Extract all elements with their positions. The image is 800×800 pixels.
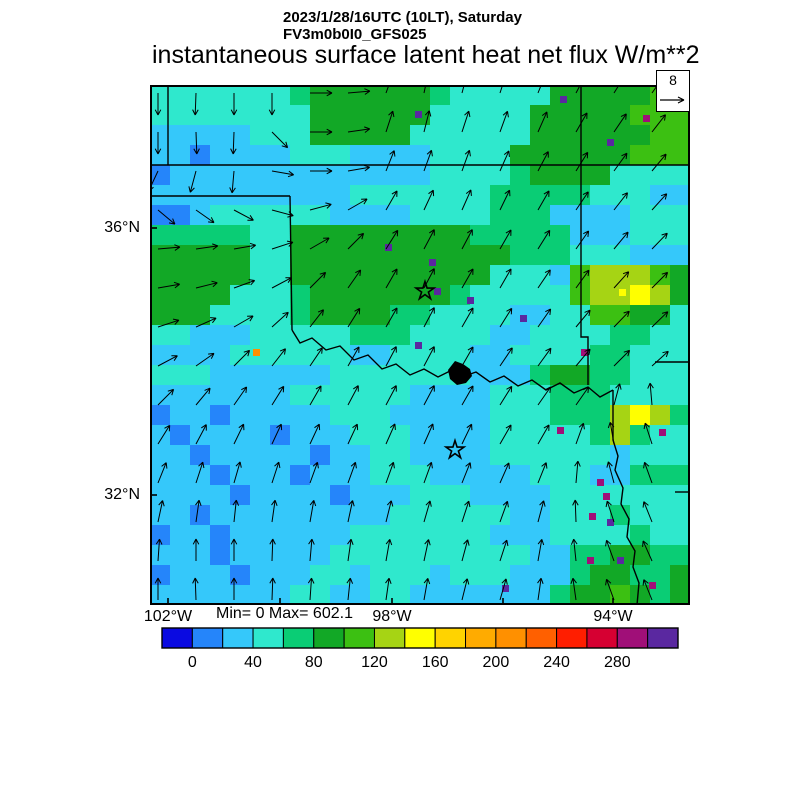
lake-shape [448, 361, 472, 385]
lat-label-32n: 32°N [104, 486, 140, 503]
flux-map-plot [150, 85, 690, 605]
minmax-annotation: Min= 0 Max= 602.1 [216, 605, 353, 622]
svg-text:240: 240 [543, 654, 570, 671]
flux-heatmap-canvas [150, 85, 690, 605]
plot-title: instantaneous surface latent heat net fl… [152, 41, 700, 69]
colorbar-canvas: 0 40 80 120 160 200 240 280 [161, 627, 679, 671]
svg-text:200: 200 [483, 654, 510, 671]
map-frame [150, 85, 690, 605]
lon-label-98w: 98°W [372, 608, 412, 625]
svg-text:280: 280 [604, 654, 631, 671]
svg-text:0: 0 [188, 654, 197, 671]
svg-text:40: 40 [244, 654, 262, 671]
wind-reference-value: 8 [669, 72, 677, 88]
title-datetime: 2023/1/28/16UTC (10LT), Saturday [283, 9, 522, 26]
axis-ticks [150, 227, 614, 605]
lon-label-102w: 102°W [143, 608, 193, 625]
wind-reference-box: 8 [656, 70, 690, 112]
lat-label-36n: 36°N [104, 219, 140, 236]
city-star-markers [413, 278, 467, 460]
svg-text:120: 120 [361, 654, 388, 671]
title-model-run: FV3m0b0I0_GFS025 [283, 26, 427, 43]
colorbar: 0 40 80 120 160 200 240 280 [150, 626, 710, 672]
wind-vectors [150, 85, 669, 601]
svg-text:80: 80 [305, 654, 323, 671]
lon-label-94w: 94°W [593, 608, 633, 625]
wind-reference-arrow-icon [660, 96, 685, 104]
svg-text:160: 160 [422, 654, 449, 671]
